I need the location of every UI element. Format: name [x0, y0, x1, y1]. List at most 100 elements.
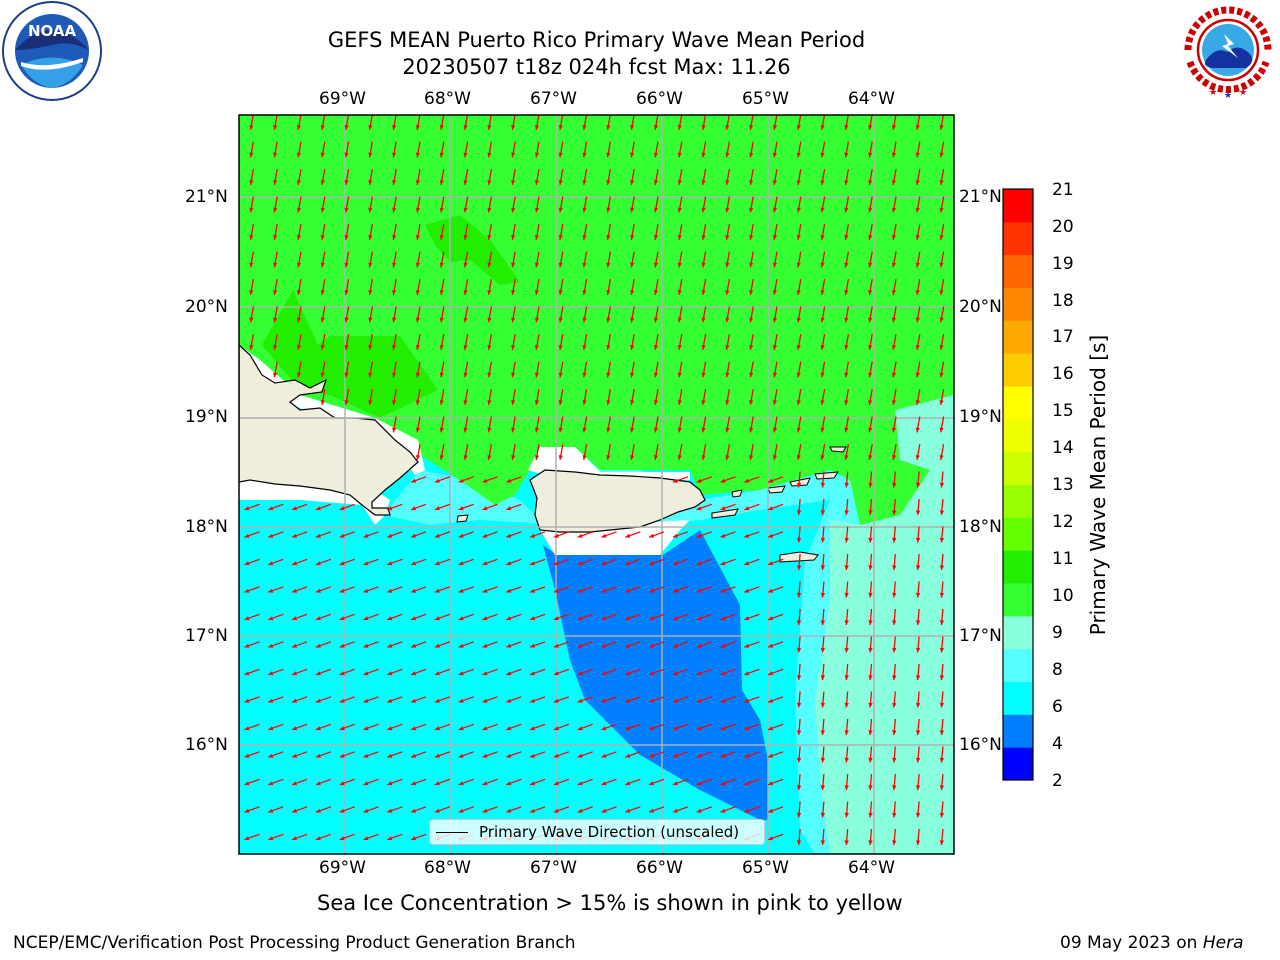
wave-arrow-head [625, 671, 631, 676]
wave-arrow-head [820, 455, 825, 460]
wave-arrow-head [915, 592, 921, 598]
wave-arrow-head [506, 808, 512, 813]
wave-arrow-head [915, 235, 920, 240]
wave-arrow-head [653, 235, 659, 240]
wave-arrow-head [482, 753, 488, 758]
sea-ice-note: Sea Ice Concentration > 15% is shown in … [317, 891, 903, 915]
lon-label-top: 67°W [530, 89, 577, 109]
wave-arrow-head [630, 207, 635, 213]
wave-arrow-head [463, 400, 468, 405]
wave-arrow-head [434, 671, 440, 676]
wave-arrow-head [696, 726, 702, 731]
wave-arrow-head [796, 675, 802, 680]
wave-arrow-head [720, 753, 726, 758]
wave-arrow-head [482, 588, 488, 593]
wave-arrow-head [558, 400, 563, 405]
wave-arrow-head [415, 180, 421, 185]
wave-arrow-head [772, 152, 778, 158]
wave-arrow-head [463, 290, 468, 295]
wave-arrow-head [744, 698, 750, 703]
wave-arrow-head [630, 345, 635, 350]
footer-machine: Hera [1202, 933, 1244, 953]
wave-arrow-head [273, 152, 278, 158]
wave-arrow-head [939, 372, 944, 378]
wave-arrow-head [601, 726, 607, 731]
wave-arrow-head [439, 207, 444, 213]
wave-arrow-head [392, 207, 397, 213]
wave-arrow-head [796, 812, 802, 818]
wave-arrow-head [939, 702, 945, 708]
wave-arrow-head [387, 753, 393, 758]
wave-arrow-head [558, 207, 563, 213]
colorbar-segment [1003, 451, 1033, 485]
land-hispaniola [239, 344, 419, 516]
wave-arrow-head [820, 152, 825, 158]
wave-arrow-head [363, 836, 369, 841]
wave-arrow-head [630, 427, 635, 433]
wave-arrow-head [606, 455, 611, 460]
wave-arrow-head [392, 290, 397, 295]
wave-arrow-head [677, 345, 682, 350]
wave-arrow-head [487, 152, 492, 158]
wave-arrow-head [458, 808, 464, 813]
wave-arrow-head [387, 533, 393, 538]
wave-arrow-head [268, 808, 274, 813]
wave-arrow-head [530, 753, 536, 758]
wave-arrow-head [772, 262, 778, 268]
wave-arrow-head [458, 561, 464, 566]
wave-arrow-head [696, 533, 702, 538]
wave-arrow-head [296, 317, 302, 323]
wave-arrow-head [606, 262, 611, 268]
wave-arrow-head [606, 427, 611, 433]
wave-arrow-head [411, 808, 417, 813]
wave-arrow-head [463, 125, 468, 130]
wave-arrow-head [630, 152, 635, 158]
wave-arrow-head [434, 698, 440, 703]
wave-arrow-head [672, 533, 678, 538]
wave-arrow-head [368, 235, 373, 240]
wave-arrow-head [868, 427, 873, 433]
lon-label-top: 65°W [742, 89, 789, 109]
wave-arrow-head [273, 372, 278, 378]
colorbar-tick: 12 [1052, 512, 1074, 532]
wave-arrow-head [820, 592, 826, 598]
wave-arrow-head [625, 698, 631, 703]
wave-arrow-head [606, 152, 611, 158]
wave-arrow-head [344, 262, 349, 268]
wave-arrow-head [458, 588, 464, 593]
wave-arrow-head [649, 616, 655, 621]
wave-arrow-head [725, 427, 730, 433]
wave-arrow-head [844, 207, 849, 213]
wave-arrow-head [796, 455, 801, 460]
colorbar-tick: 21 [1052, 180, 1074, 200]
wave-arrow-head [653, 207, 659, 213]
wave-arrow-head [344, 125, 349, 130]
wave-arrow-head [582, 125, 587, 130]
wave-arrow-head [534, 290, 540, 295]
wave-arrow-head [653, 290, 659, 295]
wave-arrow-head [744, 808, 750, 813]
wave-arrow-head [630, 125, 635, 130]
colorbar-segment [1003, 484, 1033, 518]
wave-arrow-head [772, 207, 778, 213]
wave-arrow-head [701, 235, 706, 240]
wave-arrow-head [915, 427, 920, 433]
wave-arrow-head [696, 753, 702, 758]
wave-arrow-head [244, 836, 250, 841]
island-virgin-gorda [814, 471, 839, 480]
wave-arrow-head [672, 781, 678, 786]
wave-arrow-head [744, 506, 750, 511]
wave-arrow-head [273, 180, 278, 185]
wave-arrow-head [749, 400, 754, 405]
wave-arrow-head [582, 455, 587, 460]
wave-arrow-head [439, 372, 444, 378]
wave-arrow-head [363, 726, 369, 731]
colorbar-tick: 13 [1052, 475, 1074, 495]
wave-arrow-head [268, 561, 274, 566]
period-field-10-11 [239, 115, 954, 525]
wave-arrow-head [582, 180, 587, 185]
wave-arrow-head [725, 235, 730, 240]
wave-arrow-head [482, 671, 488, 676]
wave-arrow-head [411, 506, 417, 511]
wave-arrow-head [939, 262, 944, 268]
